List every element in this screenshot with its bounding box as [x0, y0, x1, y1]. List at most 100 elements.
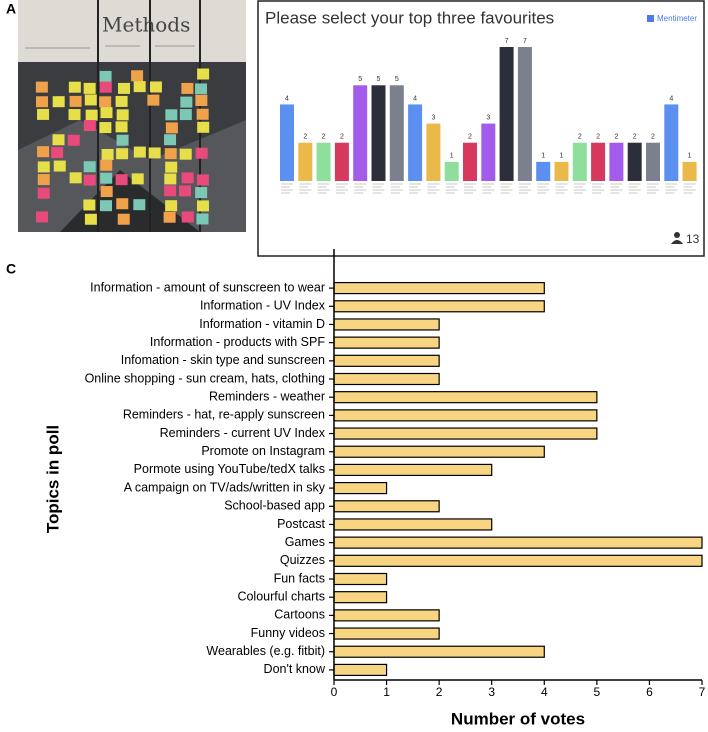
y-tick-label: A campaign on TV/ads/written in sky: [124, 480, 326, 494]
x-tick-label: 4: [541, 685, 548, 699]
y-tick-label: Reminders - hat, re-apply sunscreen: [123, 408, 325, 422]
y-tick-label: Information - vitamin D: [199, 317, 325, 331]
sticky-note: [117, 82, 130, 94]
y-tick-label: Fun facts: [274, 571, 325, 585]
x-tick-label: 7: [699, 685, 706, 699]
person-icon: [674, 232, 680, 238]
sticky-note: [131, 173, 144, 185]
value-label: 2: [596, 134, 600, 141]
y-tick-label: Reminders - weather: [209, 389, 325, 403]
sticky-note: [100, 186, 113, 198]
sticky-note: [196, 213, 209, 225]
sticky-note: [116, 134, 129, 146]
sticky-note: [68, 81, 81, 93]
bar: [333, 281, 545, 295]
bar: [333, 554, 703, 567]
value-label: 4: [413, 95, 417, 102]
bar: [333, 354, 440, 367]
bar: [333, 591, 388, 604]
sticky-note: [131, 70, 144, 82]
y-tick-label: Online shopping - sun cream, hats, cloth…: [85, 371, 325, 385]
brand: Mentimeter: [657, 14, 697, 23]
sticky-note: [115, 121, 128, 133]
bar: [664, 104, 679, 181]
value-label: 2: [322, 134, 326, 141]
y-tick-label: Promote on Instagram: [201, 444, 325, 458]
sticky-note: [35, 96, 48, 108]
sticky-note: [165, 109, 178, 121]
bar: [333, 481, 388, 495]
bar: [463, 142, 477, 181]
bar: [408, 104, 423, 181]
sticky-note: [165, 200, 178, 212]
bar: [333, 536, 703, 549]
bar: [333, 427, 598, 440]
sticky-note: [68, 109, 81, 121]
bar: [333, 318, 440, 331]
value-label: 2: [633, 134, 637, 141]
sticky-note: [100, 200, 113, 212]
x-axis-title: Number of votes: [451, 709, 585, 728]
bar: [536, 161, 551, 181]
sticky-note: [133, 81, 146, 93]
y-tick-label: School-based app: [224, 499, 325, 513]
sticky-note: [116, 198, 129, 210]
y-tick-label: Postcast: [277, 517, 325, 531]
sticky-note: [100, 107, 113, 119]
sticky-note: [115, 95, 128, 107]
photo: Methods: [18, 0, 246, 232]
value-label: 4: [669, 95, 673, 102]
x-tick-label: 2: [436, 685, 443, 699]
x-tick-label: 1: [383, 685, 390, 699]
sticky-note: [181, 82, 194, 94]
y-tick-label: Information - products with SPF: [150, 335, 325, 349]
value-label: 3: [486, 114, 490, 121]
bar: [627, 142, 642, 181]
bar: [444, 161, 459, 181]
sticky-note: [69, 172, 82, 184]
sticky-note: [164, 148, 177, 160]
value-label: 5: [358, 76, 362, 83]
bar: [591, 142, 606, 181]
photo-text: Methods: [102, 13, 190, 37]
bar: [316, 142, 331, 181]
bar: [333, 463, 493, 477]
y-tick-label: Reminders - current UV Index: [160, 426, 326, 440]
value-label: 2: [340, 134, 344, 141]
sticky-note: [197, 121, 210, 133]
sticky-note: [84, 94, 97, 106]
value-label: 5: [395, 76, 399, 83]
bar: [333, 300, 545, 313]
whiteboard: [18, 0, 246, 62]
sticky-note: [53, 160, 66, 172]
sticky-note: [181, 172, 194, 184]
y-tick-label: Games: [285, 535, 325, 549]
value-label: 3: [431, 114, 435, 121]
sticky-note: [52, 96, 65, 108]
bar: [333, 609, 440, 622]
sticky-note: [99, 96, 112, 108]
sticky-note: [37, 161, 50, 173]
y-tick-label: Funny videos: [251, 626, 325, 640]
value-label: 2: [468, 134, 472, 141]
brand-icon: [647, 15, 654, 22]
bar: [333, 627, 440, 640]
sticky-note: [51, 147, 64, 159]
panel-label: C: [6, 261, 16, 277]
y-tick-label: Pormote using YouTube/tedX talks: [134, 462, 325, 476]
sticky-note: [117, 213, 130, 225]
sticky-note: [197, 68, 210, 80]
sticky-note: [37, 146, 50, 158]
person-icon: [671, 240, 683, 244]
bar: [572, 142, 587, 181]
sticky-note: [196, 200, 209, 212]
x-tick-label: 3: [488, 685, 495, 699]
y-tick-label: Information - amount of sunscreen to wea…: [90, 280, 325, 294]
sticky-note: [195, 94, 208, 106]
bar: [609, 142, 624, 181]
sticky-note: [115, 174, 128, 186]
value-label: 2: [578, 134, 582, 141]
value-label: 1: [450, 153, 454, 160]
sticky-note: [116, 109, 129, 121]
sticky-note: [195, 83, 208, 95]
